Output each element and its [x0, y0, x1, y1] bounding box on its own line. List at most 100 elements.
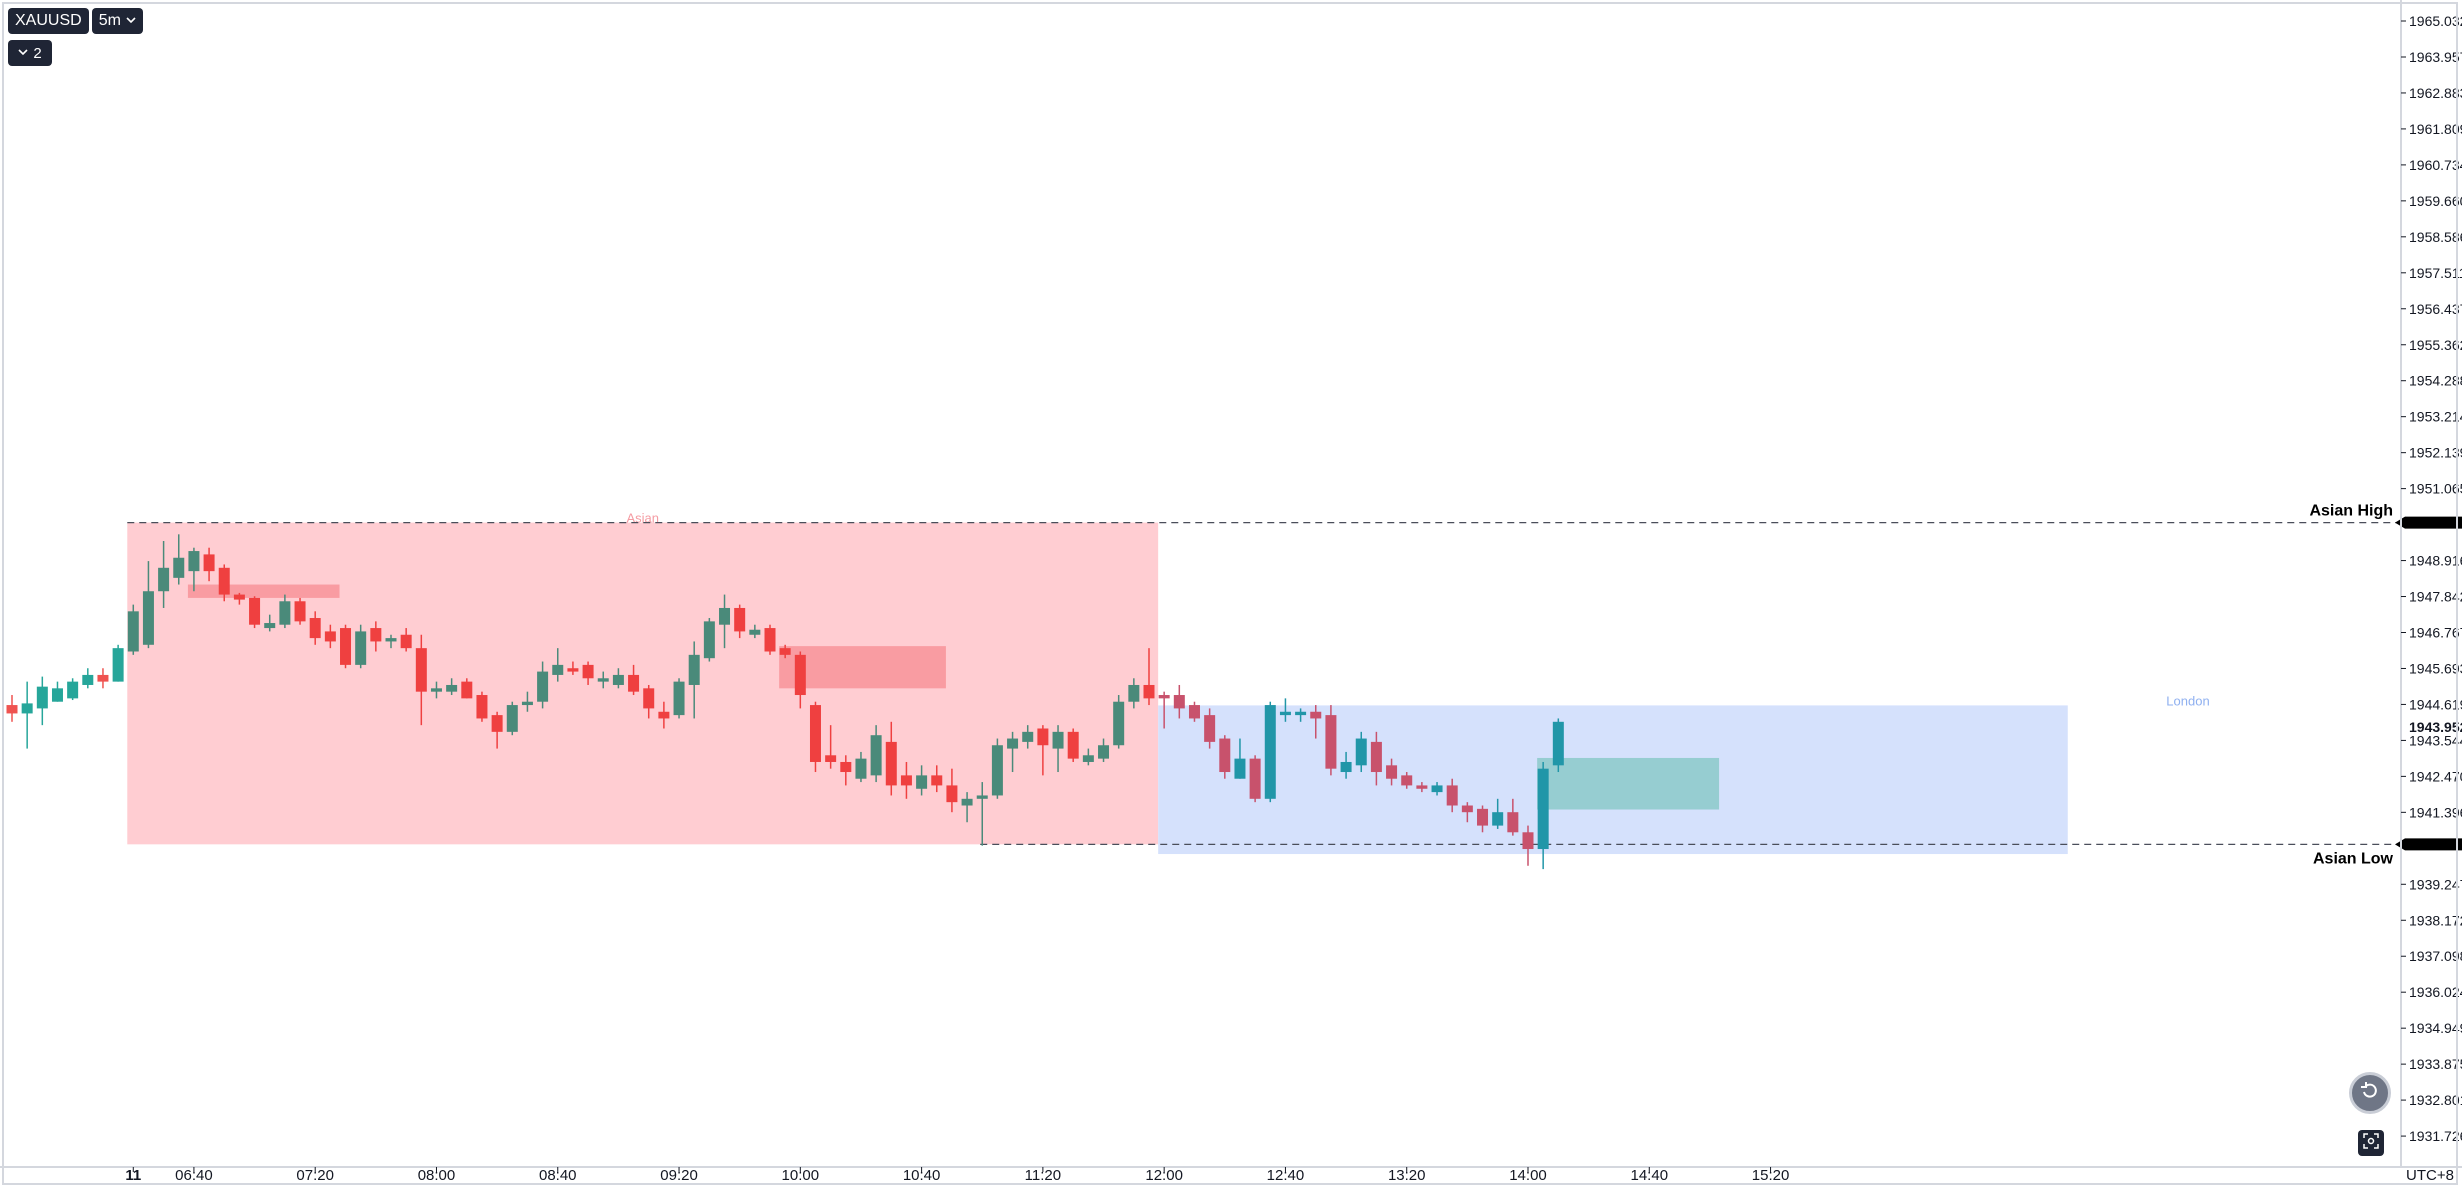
price-tick-label: 1947.842 — [2409, 589, 2462, 605]
price-tick-label: 1948.916 — [2409, 553, 2462, 569]
candle-body — [1416, 785, 1428, 789]
candle-body — [400, 634, 412, 649]
candle-body — [6, 705, 18, 714]
candle — [1386, 758, 1398, 786]
candle-body — [688, 654, 700, 685]
chevron-down-icon — [126, 15, 136, 27]
candle — [1128, 678, 1140, 709]
candle-body — [415, 648, 427, 692]
candle-body — [1355, 738, 1367, 766]
candle — [6, 695, 18, 722]
bullish-zone-3 — [1537, 757, 1720, 810]
candle-body — [1113, 701, 1125, 746]
chevron-down-icon — [18, 47, 28, 59]
time-tick-label: 08:40 — [539, 1167, 577, 1184]
candle-body — [1537, 768, 1549, 850]
candle-body — [1219, 738, 1231, 773]
candle-body — [764, 628, 776, 652]
price-tick-label: 1934.949 — [2409, 1020, 2462, 1036]
candle-body — [233, 594, 245, 600]
candle — [552, 648, 564, 682]
candle — [1279, 698, 1291, 722]
asian-high-marker — [2395, 516, 2462, 529]
candle-body — [916, 775, 928, 789]
candle — [991, 738, 1003, 799]
candle-body — [1037, 728, 1049, 746]
refresh-icon — [2360, 1081, 2380, 1106]
candle-body — [734, 607, 746, 632]
timezone-label[interactable]: UTC+8 — [2406, 1167, 2454, 1184]
candle — [158, 541, 170, 608]
candle-body — [1431, 785, 1443, 793]
time-tick-label: 10:00 — [782, 1167, 820, 1184]
candle-body — [703, 621, 715, 659]
candle-body — [521, 701, 533, 706]
candle-body — [1279, 711, 1291, 716]
candle — [21, 681, 33, 749]
candle — [1158, 691, 1170, 729]
time-tick-label: 12:40 — [1267, 1167, 1305, 1184]
candle — [142, 561, 154, 649]
candle-body — [976, 795, 988, 799]
candles-layer — [6, 534, 1564, 870]
candle-body — [1386, 765, 1398, 779]
candle — [794, 651, 806, 709]
candle — [1234, 738, 1246, 779]
time-axis[interactable]: 11 06:40 07:20 08:00 08:40 09:20 10:00 10:40 11:… — [125, 1167, 1789, 1184]
candle — [900, 761, 912, 799]
time-tick-label: 12:00 — [1145, 1167, 1183, 1184]
candle — [643, 684, 655, 719]
candle — [249, 596, 261, 629]
indicator-count: 2 — [33, 44, 42, 62]
candle-body — [1325, 715, 1337, 769]
candle-body — [1188, 705, 1200, 719]
candle-body — [340, 628, 352, 665]
candle — [233, 592, 245, 605]
price-tick-label: 1936.024 — [2409, 984, 2462, 1000]
time-tick-label: 14:40 — [1631, 1167, 1669, 1184]
candle-body — [476, 695, 488, 719]
candle — [1173, 684, 1185, 719]
candle-body — [82, 674, 94, 685]
candle — [1188, 701, 1200, 722]
candle-body — [1401, 775, 1413, 786]
candle — [1067, 728, 1079, 762]
candle — [1537, 761, 1549, 870]
indicators-toggle-button[interactable]: 2 — [8, 40, 52, 66]
candle — [1401, 772, 1413, 789]
price-tick-label: 1933.875 — [2409, 1056, 2462, 1072]
candle-body — [855, 758, 867, 779]
candle — [1492, 798, 1504, 829]
candle — [612, 668, 624, 689]
london-session-label: London — [2166, 693, 2209, 708]
scroll-to-realtime-button[interactable] — [2349, 1072, 2391, 1114]
candle — [415, 634, 427, 726]
candle — [203, 547, 215, 582]
candle-body — [264, 623, 276, 629]
price-tick-label: 1941.396 — [2409, 804, 2462, 820]
symbol-label: XAUUSD — [15, 12, 82, 29]
price-axis[interactable]: 1965.032 1963.957 1962.883 1961.809 1960.734… — [2401, 13, 2462, 1144]
screenshot-button[interactable] — [2358, 1130, 2384, 1156]
candle — [1370, 731, 1382, 786]
price-tick-label: 1962.883 — [2409, 85, 2462, 101]
symbol-button[interactable]: XAUUSD — [8, 8, 89, 34]
candle-body — [218, 567, 230, 595]
candle-body — [900, 775, 912, 786]
candle-body — [749, 629, 761, 635]
price-tick-label: 1954.288 — [2409, 373, 2462, 389]
interval-button[interactable]: 5m — [91, 8, 143, 34]
candle — [506, 701, 518, 736]
candle — [734, 604, 746, 639]
candle — [1552, 718, 1564, 773]
candle — [370, 621, 382, 652]
candle — [1325, 705, 1337, 776]
candle — [355, 624, 367, 669]
price-tick-label: 1965.032 — [2409, 13, 2462, 29]
candle — [188, 547, 200, 592]
candle-body — [612, 674, 624, 685]
time-tick-label: 08:00 — [418, 1167, 456, 1184]
candle-body — [643, 688, 655, 709]
price-tick-label: 1959.660 — [2409, 193, 2462, 209]
